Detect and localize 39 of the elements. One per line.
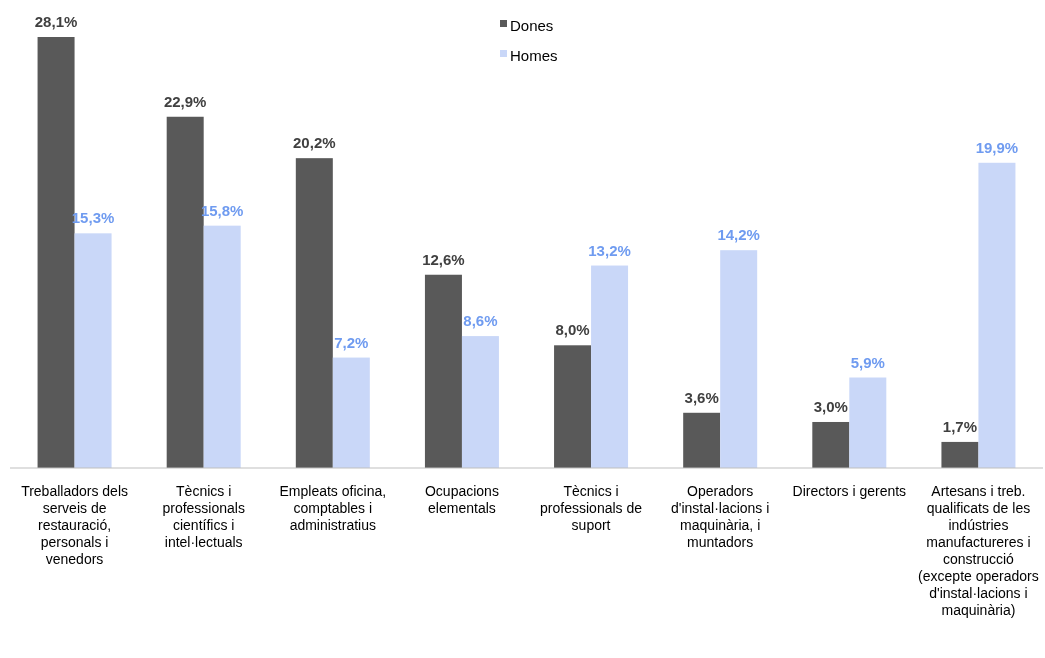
bar xyxy=(720,250,758,468)
x-tick-label: Artesans i treb. qualificats de les indústries manufactureres i construcció (excepte operadors d'instal·lacions i maquinària) xyxy=(918,483,1039,618)
data-label: 20,2% xyxy=(293,134,336,152)
data-label: 5,9% xyxy=(850,353,885,371)
data-label: 3,0% xyxy=(813,397,848,415)
data-label: 22,9% xyxy=(163,92,207,110)
data-label: 8,0% xyxy=(555,321,590,339)
bar xyxy=(203,225,241,468)
data-label: 12,6% xyxy=(422,250,465,268)
bar xyxy=(424,274,462,468)
bar xyxy=(591,265,629,468)
bar xyxy=(332,357,370,468)
x-tick-label: Directors i gerents xyxy=(792,483,907,499)
x-tick-label: Ocupacions elementals xyxy=(424,483,499,516)
bar xyxy=(683,412,721,468)
x-tick-label: Operadors d'instal·lacions i maquinària, i muntadors xyxy=(670,483,770,550)
data-label: 19,9% xyxy=(975,138,1019,156)
bar xyxy=(978,162,1016,468)
legend-label: Homes xyxy=(510,46,558,64)
data-label: 14,2% xyxy=(717,226,760,244)
bar xyxy=(941,441,979,468)
x-tick-label: Treballadors dels serveis de restauració, personals i venedors xyxy=(21,483,128,567)
legend-label: Dones xyxy=(510,16,554,34)
data-label: 13,2% xyxy=(588,241,631,259)
data-label: 7,2% xyxy=(334,333,369,351)
data-label: 8,6% xyxy=(463,312,498,330)
x-tick-label: Tècnics i professionals de suport xyxy=(540,483,643,533)
bar xyxy=(554,345,592,468)
x-tick-label: Empleats oficina, comptables i administratius xyxy=(279,483,387,533)
bar xyxy=(74,233,112,468)
bar xyxy=(166,116,204,468)
bar xyxy=(461,336,499,468)
data-label: 3,6% xyxy=(684,388,719,406)
bar xyxy=(295,158,333,468)
x-tick-label: Tècnics i professionals científics i intel·lectuals xyxy=(162,483,245,550)
bar xyxy=(812,421,850,468)
data-label: 1,7% xyxy=(942,417,978,435)
bar xyxy=(849,377,887,468)
data-label: 28,1% xyxy=(34,13,78,30)
